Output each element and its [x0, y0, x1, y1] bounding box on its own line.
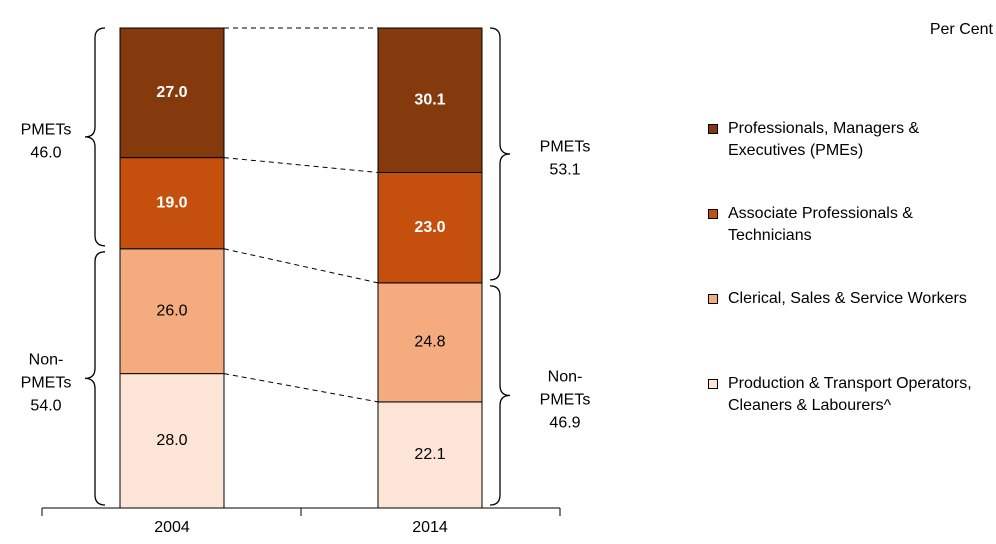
group-brace	[84, 251, 106, 506]
x-tick-label: 2014	[412, 519, 448, 536]
group-brace	[84, 27, 106, 247]
x-tick-label: 2004	[154, 519, 190, 536]
bar-segment	[119, 373, 225, 509]
unit-label: Per Cent	[930, 21, 994, 38]
legend-swatch	[708, 209, 718, 219]
legend-item: Clerical, Sales & Service Workers	[708, 288, 996, 310]
value-label: 24.8	[414, 334, 445, 351]
group-value: 46.9	[549, 415, 580, 432]
group-label: PMETs	[21, 375, 72, 392]
value-label: 28.0	[156, 432, 187, 449]
value-label: 19.0	[156, 194, 187, 211]
legend-swatch	[708, 294, 718, 304]
value-label: 22.1	[414, 446, 445, 463]
group-label: PMETs	[540, 139, 591, 156]
bar-segment	[119, 27, 225, 159]
value-label: 30.1	[414, 91, 445, 108]
connector-line	[223, 157, 379, 173]
bar-segment	[377, 171, 483, 284]
group-value: 53.1	[549, 162, 580, 179]
legend-swatch	[708, 124, 718, 134]
group-label: PMETs	[21, 122, 72, 139]
connector-line	[223, 248, 379, 284]
connector-line	[223, 373, 379, 403]
legend-label: Production & Transport Operators, Cleane…	[728, 375, 972, 414]
group-brace	[489, 27, 511, 281]
group-value: 54.0	[30, 398, 61, 415]
bar-segment	[377, 282, 483, 403]
bar-segment	[377, 401, 483, 509]
group-brace	[489, 285, 511, 506]
group-value: 46.0	[30, 145, 61, 162]
legend-item: Production & Transport Operators, Cleane…	[708, 373, 996, 417]
bar-segment	[119, 157, 225, 250]
bar-segment	[377, 27, 483, 173]
legend-swatch	[708, 379, 718, 389]
value-label: 26.0	[156, 302, 187, 319]
legend-label: Professionals, Managers & Executives (PM…	[728, 120, 920, 159]
legend-item: Associate Professionals & Technicians	[708, 203, 996, 247]
value-label: 23.0	[414, 219, 445, 236]
legend-label: Associate Professionals & Technicians	[728, 205, 913, 244]
group-label: Non-	[548, 369, 583, 386]
legend-item: Professionals, Managers & Executives (PM…	[708, 118, 996, 162]
legend-label: Clerical, Sales & Service Workers	[728, 290, 967, 307]
value-label: 27.0	[156, 84, 187, 101]
group-label: Non-	[29, 352, 64, 369]
group-label: PMETs	[540, 392, 591, 409]
bar-segment	[119, 248, 225, 375]
